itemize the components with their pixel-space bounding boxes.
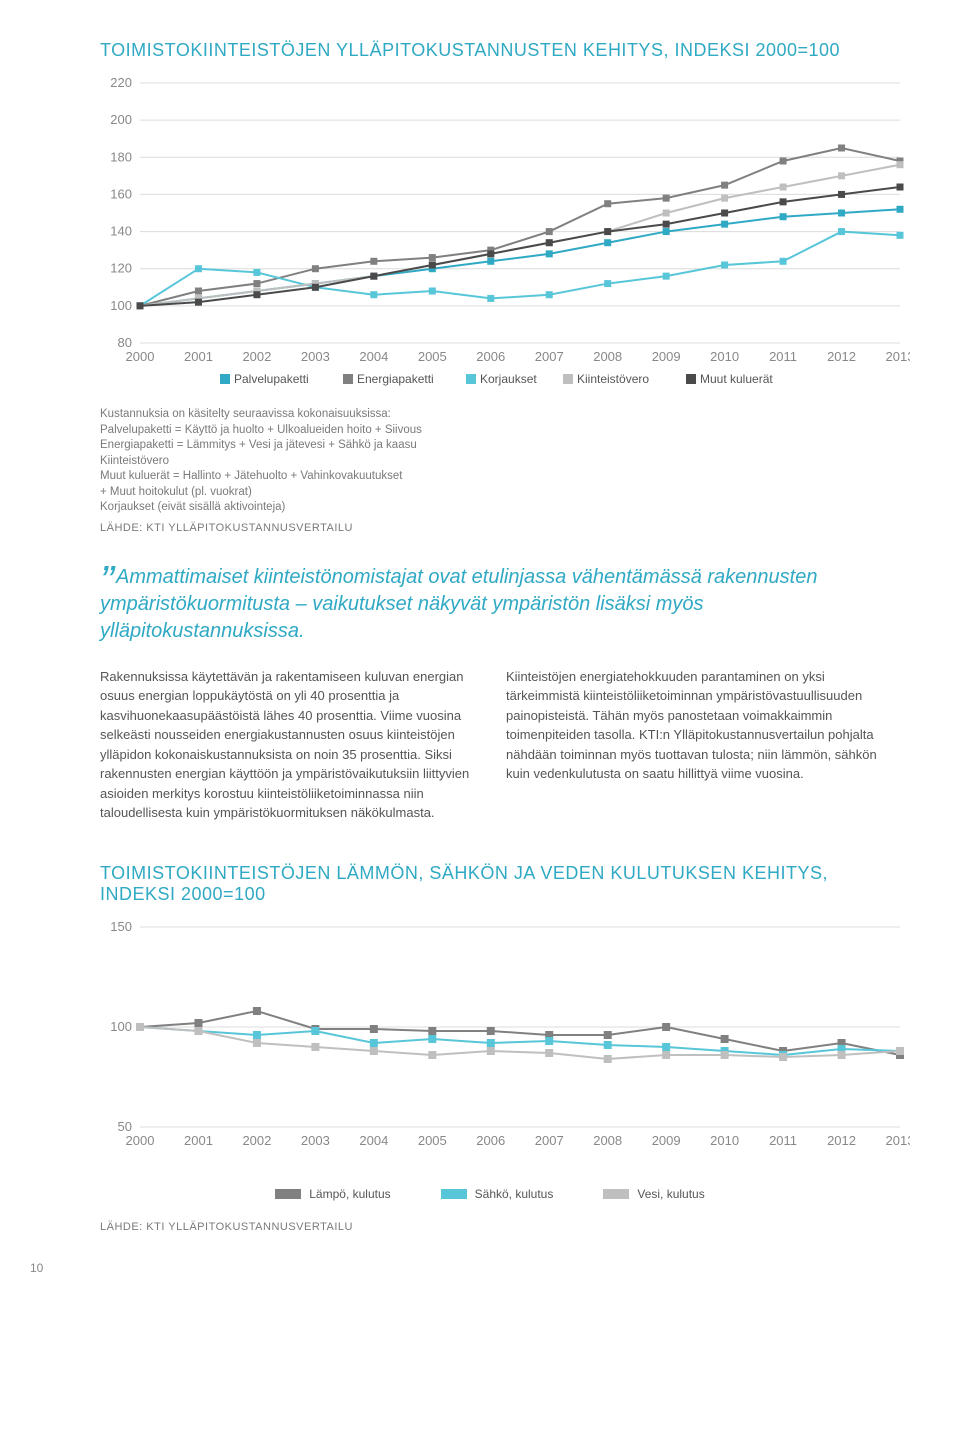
svg-text:2012: 2012 <box>827 1133 856 1148</box>
svg-text:2005: 2005 <box>418 1133 447 1148</box>
chart1-source: LÄHDE: KTI YLLÄPITOKUSTANNUSVERTAILU <box>100 522 880 534</box>
svg-text:2004: 2004 <box>359 1133 388 1148</box>
chart2-title: TOIMISTOKIINTEISTÖJEN LÄMMÖN, SÄHKÖN JA … <box>100 863 880 905</box>
legend-label: Sähkö, kulutus <box>475 1187 554 1201</box>
page-number: 10 <box>30 1261 880 1275</box>
svg-text:2013: 2013 <box>886 349 910 364</box>
svg-text:2001: 2001 <box>184 349 213 364</box>
svg-text:Palvelupaketti: Palvelupaketti <box>234 372 309 386</box>
svg-text:2002: 2002 <box>242 1133 271 1148</box>
pull-quote: ”Ammattimaiset kiinteistönomistajat ovat… <box>100 564 880 645</box>
chart2: 50 100 150 2000 2001 2002 2003 2004 2005 2006 2007… <box>100 917 880 1177</box>
svg-text:2003: 2003 <box>301 349 330 364</box>
svg-text:180: 180 <box>110 149 132 164</box>
chart1: 80 100 120 140 160 180 200 220 2000 2001 2002 2003 2… <box>100 73 880 393</box>
quote-text: Ammattimaiset kiinteistönomistajat ovat … <box>100 566 817 642</box>
svg-text:2004: 2004 <box>359 349 388 364</box>
svg-text:2000: 2000 <box>126 349 155 364</box>
svg-text:220: 220 <box>110 75 132 90</box>
svg-text:2006: 2006 <box>476 1133 505 1148</box>
svg-text:140: 140 <box>110 224 132 239</box>
svg-text:100: 100 <box>110 1019 132 1034</box>
svg-text:Korjaukset: Korjaukset <box>480 372 537 386</box>
svg-text:2011: 2011 <box>769 349 797 364</box>
svg-text:2008: 2008 <box>593 1133 622 1148</box>
svg-text:Kiinteistövero: Kiinteistövero <box>577 372 649 386</box>
body-left: Rakennuksissa käytettävän ja rakentamise… <box>100 667 474 823</box>
svg-text:2001: 2001 <box>184 1133 213 1148</box>
legend-swatch <box>603 1189 629 1199</box>
svg-text:2010: 2010 <box>710 349 739 364</box>
svg-text:2007: 2007 <box>535 1133 564 1148</box>
legend-label: Lämpö, kulutus <box>309 1187 390 1201</box>
svg-text:50: 50 <box>118 1119 132 1134</box>
svg-text:2011: 2011 <box>769 1133 797 1148</box>
chart2-legend: Lämpö, kulutus Sähkö, kulutus Vesi, kulutu… <box>100 1187 880 1201</box>
legend-item: Sähkö, kulutus <box>441 1187 554 1201</box>
chart2-source: LÄHDE: KTI YLLÄPITOKUSTANNUSVERTAILU <box>100 1221 880 1233</box>
svg-text:2007: 2007 <box>535 349 564 364</box>
svg-text:200: 200 <box>110 112 132 127</box>
svg-text:80: 80 <box>118 335 132 350</box>
svg-text:Muut kuluerät: Muut kuluerät <box>700 372 773 386</box>
body-right: Kiinteistöjen energiatehokkuuden paranta… <box>506 667 880 823</box>
svg-text:2009: 2009 <box>652 1133 681 1148</box>
legend-swatch <box>275 1189 301 1199</box>
legend-swatch <box>441 1189 467 1199</box>
svg-text:2010: 2010 <box>710 1133 739 1148</box>
svg-text:2009: 2009 <box>652 349 681 364</box>
svg-text:2012: 2012 <box>827 349 856 364</box>
chart1-footnote: Kustannuksia on käsitelty seuraavissa ko… <box>100 407 880 516</box>
legend-label: Vesi, kulutus <box>637 1187 704 1201</box>
svg-text:2000: 2000 <box>126 1133 155 1148</box>
svg-text:Energiapaketti: Energiapaketti <box>357 372 434 386</box>
body-columns: Rakennuksissa käytettävän ja rakentamise… <box>100 667 880 823</box>
svg-text:2003: 2003 <box>301 1133 330 1148</box>
svg-text:120: 120 <box>110 261 132 276</box>
svg-text:2005: 2005 <box>418 349 447 364</box>
chart1-title: TOIMISTOKIINTEISTÖJEN YLLÄPITOKUSTANNUST… <box>100 40 880 61</box>
svg-text:100: 100 <box>110 298 132 313</box>
svg-text:2002: 2002 <box>242 349 271 364</box>
svg-text:2006: 2006 <box>476 349 505 364</box>
svg-text:2008: 2008 <box>593 349 622 364</box>
legend-item: Lämpö, kulutus <box>275 1187 390 1201</box>
svg-text:150: 150 <box>110 919 132 934</box>
svg-text:2013: 2013 <box>886 1133 910 1148</box>
legend-item: Vesi, kulutus <box>603 1187 704 1201</box>
svg-text:160: 160 <box>110 186 132 201</box>
